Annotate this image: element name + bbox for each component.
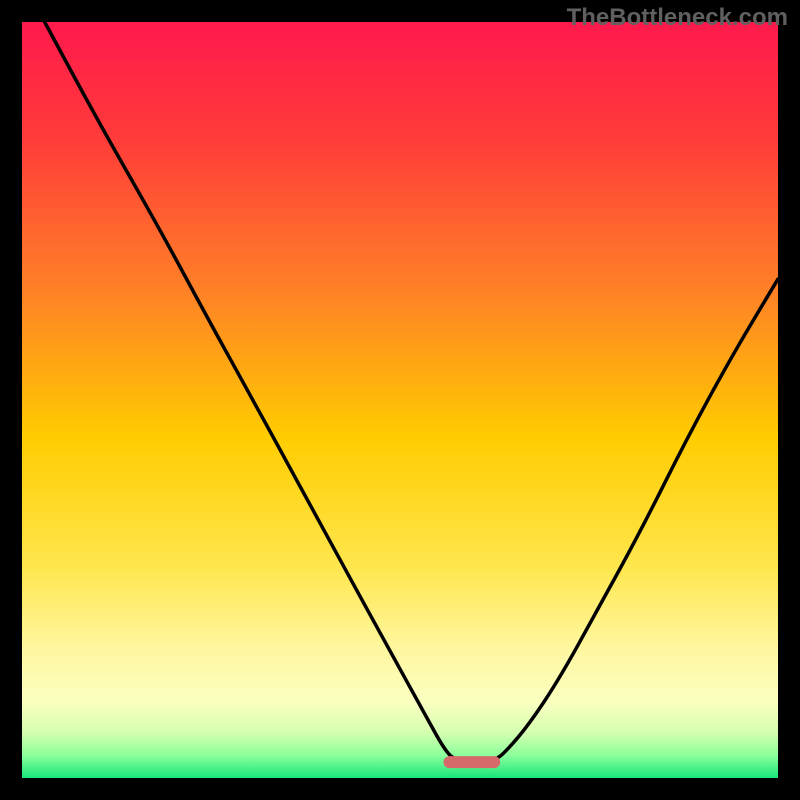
watermark-text: TheBottleneck.com bbox=[567, 4, 788, 32]
chart-root: TheBottleneck.com bbox=[0, 0, 800, 800]
optimal-marker bbox=[443, 756, 500, 768]
chart-plot-area bbox=[22, 22, 778, 778]
bottleneck-chart bbox=[0, 0, 800, 800]
